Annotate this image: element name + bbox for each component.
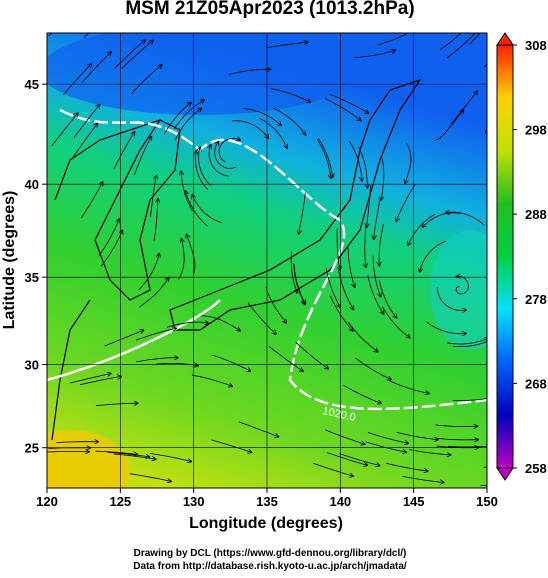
x-tick-label: 145 bbox=[403, 494, 425, 509]
y-tick-label: 30 bbox=[25, 358, 39, 373]
map-field bbox=[10, 4, 526, 510]
x-tick-label: 150 bbox=[476, 494, 498, 509]
footer-line: Drawing by DCL (https://www.gfd-dennou.o… bbox=[134, 548, 407, 559]
colorbar-tick-label: 268 bbox=[525, 376, 547, 391]
x-tick-label: 135 bbox=[256, 494, 278, 509]
streamline bbox=[81, 4, 111, 33]
streamline bbox=[49, 6, 78, 36]
cold-region bbox=[40, 25, 360, 115]
x-tick-label: 125 bbox=[109, 494, 131, 509]
colorbar-tick-label: 258 bbox=[525, 461, 547, 476]
x-axis-label: Longitude (degrees) bbox=[189, 515, 343, 532]
colorbar-body bbox=[497, 45, 513, 468]
x-tick-label: 130 bbox=[183, 494, 205, 509]
y-tick-label: 35 bbox=[25, 270, 39, 285]
colorbar-tick-label: 308 bbox=[525, 38, 547, 53]
y-tick-label: 45 bbox=[25, 77, 39, 92]
colorbar: 258 268 278 288 298 308 bbox=[497, 33, 547, 480]
y-tick-label: 25 bbox=[25, 441, 39, 456]
footer-line: Data from http://database.rish.kyoto-u.a… bbox=[133, 561, 407, 572]
colorbar-tick-label: 278 bbox=[525, 292, 547, 307]
chart-title: MSM 21Z05Apr2023 (1013.2hPa) bbox=[125, 0, 414, 19]
y-tick-label: 40 bbox=[25, 177, 39, 192]
colorbar-bottom bbox=[497, 468, 513, 480]
x-tick-label: 140 bbox=[329, 494, 351, 509]
colorbar-top bbox=[497, 33, 513, 45]
y-axis-label: Latitude (degrees) bbox=[1, 191, 18, 330]
colorbar-tick-label: 298 bbox=[525, 123, 547, 138]
colorbar-tick-label: 288 bbox=[525, 207, 547, 222]
x-tick-label: 120 bbox=[36, 494, 58, 509]
